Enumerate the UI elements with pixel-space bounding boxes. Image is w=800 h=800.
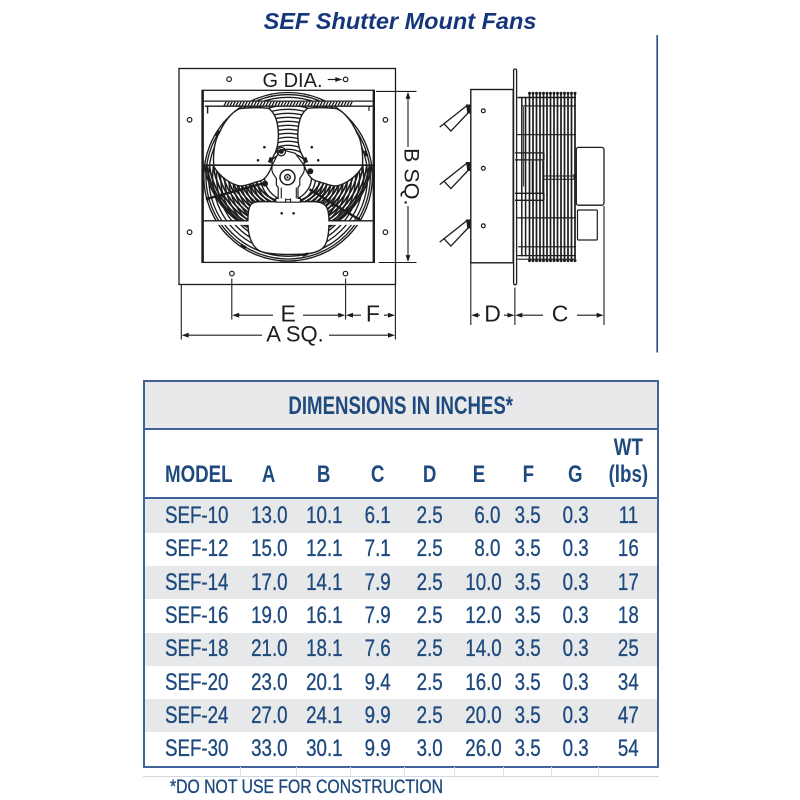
svg-text:B SQ.: B SQ. (400, 148, 424, 205)
svg-text:F: F (366, 301, 380, 327)
svg-text:C: C (552, 301, 569, 327)
svg-text:G DIA.: G DIA. (262, 70, 322, 92)
svg-text:A SQ.: A SQ. (266, 322, 323, 347)
svg-text:E: E (281, 301, 296, 327)
svg-text:D: D (484, 301, 501, 327)
